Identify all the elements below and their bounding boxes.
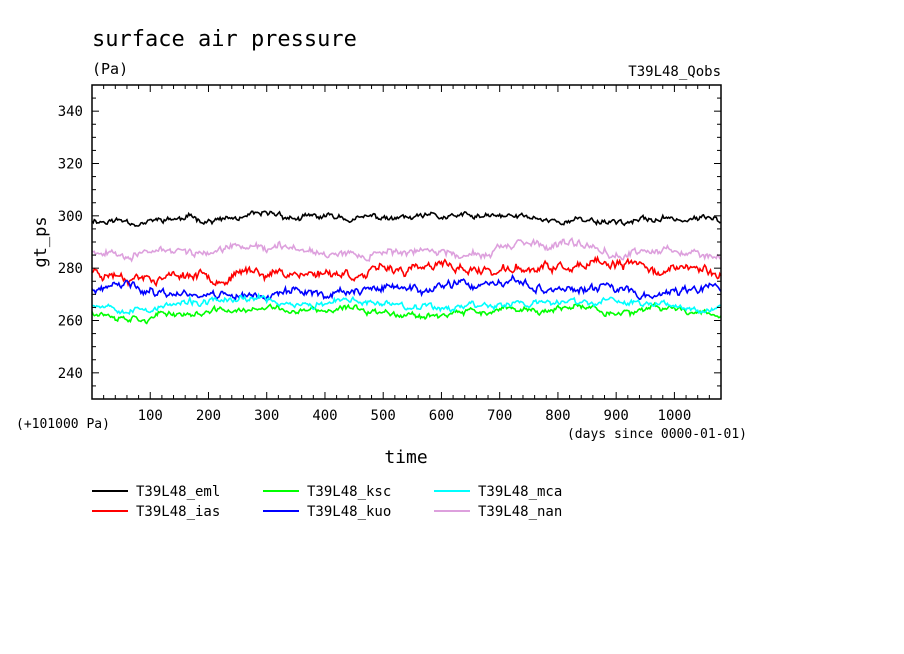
y-tick-label: 300	[58, 209, 83, 225]
x-axis-label: time	[384, 447, 427, 468]
x-tick-label: 300	[254, 408, 279, 424]
x-tick-label: 200	[196, 408, 221, 424]
legend: T39L48_eml T39L48_ksc T39L48_mca T39L48_ias…	[92, 484, 562, 520]
series-line-T39L48_ksc	[91, 301, 722, 325]
series-line-T39L48_mca	[91, 292, 722, 316]
x-tick-label: 800	[545, 408, 570, 424]
legend-label: T39L48_kuo	[307, 504, 391, 520]
x-tick-label: 700	[487, 408, 512, 424]
series-line-T39L48_kuo	[91, 273, 722, 303]
chart-units: (Pa)	[92, 60, 128, 78]
x-tick-label: 900	[604, 408, 629, 424]
x-tick-label: 1000	[658, 408, 692, 424]
run-label: T39L48_Qobs	[628, 64, 721, 80]
y-tick-label: 260	[58, 314, 83, 330]
y-tick-label: 240	[58, 366, 83, 382]
legend-label: T39L48_ksc	[307, 484, 391, 500]
y-tick-label: 320	[58, 157, 83, 173]
x-tick-label: 100	[138, 408, 163, 424]
x-tick-label: 500	[371, 408, 396, 424]
plot-frame	[91, 84, 722, 400]
x-units-note: (days since 0000-01-01)	[567, 427, 747, 442]
axis-ticks: 100 200 300 400 500 600 700 800 900 1000 240 260 280…	[58, 85, 721, 424]
series-line-T39L48_nan	[91, 236, 722, 263]
series-line-T39L48_ias	[91, 254, 722, 288]
plot-lines	[91, 210, 722, 325]
x-tick-label: 600	[429, 408, 454, 424]
y-axis-label: gt_ps	[31, 216, 51, 267]
legend-label: T39L48_mca	[478, 484, 562, 500]
y-offset-note: (+101000 Pa)	[16, 417, 110, 432]
series-line-T39L48_eml	[91, 210, 722, 228]
y-tick-label: 340	[58, 104, 83, 120]
legend-label: T39L48_ias	[136, 504, 220, 520]
legend-label: T39L48_nan	[478, 504, 562, 520]
legend-label: T39L48_eml	[136, 484, 220, 500]
x-tick-label: 400	[312, 408, 337, 424]
y-tick-label: 280	[58, 261, 83, 277]
chart-title: surface air pressure	[92, 27, 357, 52]
